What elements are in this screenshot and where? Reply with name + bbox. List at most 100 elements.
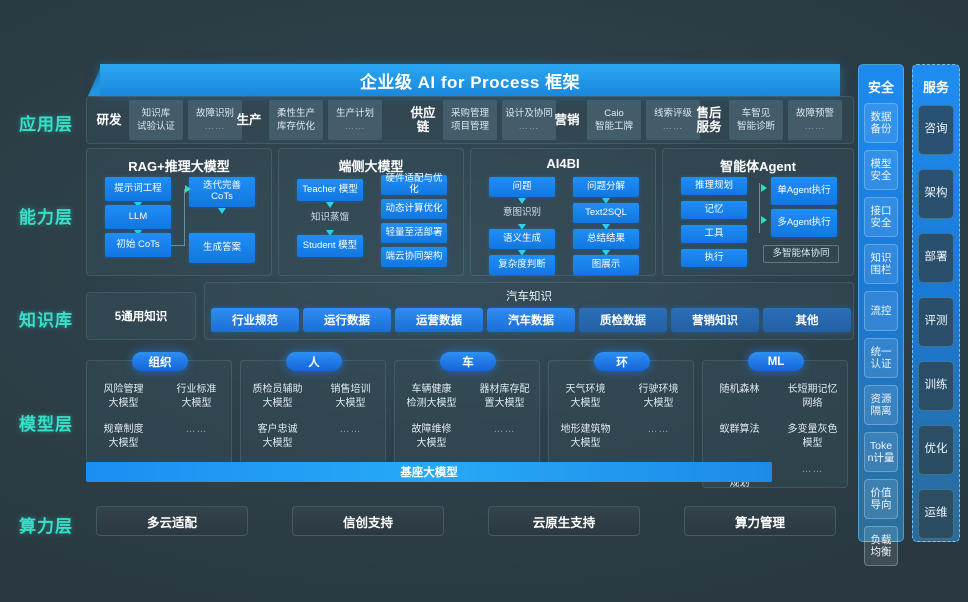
capability-chip-left-1-2[interactable]: Student 模型 bbox=[297, 235, 363, 257]
service-item-2[interactable]: 部署 bbox=[918, 233, 954, 283]
model-item-3-1[interactable]: 行驶环境 大模型 bbox=[638, 384, 679, 409]
capability-chip-right-1-0[interactable]: 硬件适配与优化 bbox=[381, 173, 447, 195]
service-item-4[interactable]: 训练 bbox=[918, 361, 954, 411]
model-group-environment[interactable]: 环天气环境 大模型 行驶环境 大模型地形建筑物 大模型 …… bbox=[548, 352, 694, 476]
knowledge-chip-6[interactable]: 其他 bbox=[763, 308, 851, 332]
capability-chip-left-0-1[interactable]: LLM bbox=[105, 205, 171, 229]
knowledge-chip-3[interactable]: 汽车数据 bbox=[487, 308, 575, 332]
service-item-0[interactable]: 咨询 bbox=[918, 105, 954, 155]
capability-chip-left-3-0[interactable]: 推理规划 bbox=[681, 177, 747, 195]
model-item-2-2[interactable]: 故障维修 大模型 bbox=[411, 424, 452, 449]
model-item-3-0[interactable]: 天气环境 大模型 bbox=[565, 384, 606, 409]
capability-chip-left-2-0[interactable]: 问题 bbox=[489, 177, 555, 197]
security-item-1[interactable]: 模型 安全 bbox=[864, 150, 898, 190]
model-pill-4[interactable]: ML bbox=[748, 352, 804, 371]
model-item-3-3[interactable]: …… bbox=[647, 424, 670, 435]
capability-chip-left-1-0[interactable]: Teacher 模型 bbox=[297, 179, 363, 201]
model-group-vehicle[interactable]: 车车辆健康 检测大模型 器材库存配 置大模型故障维修 大模型 …… bbox=[394, 352, 540, 476]
capability-box-rag[interactable]: RAG+推理大模型 提示词工程 LLM 初始 CoTs 迭代完善 CoTs 生成答案 bbox=[86, 148, 272, 276]
security-item-2[interactable]: 接口 安全 bbox=[864, 197, 898, 237]
security-item-9[interactable]: 负载 均衡 bbox=[864, 526, 898, 566]
security-item-0[interactable]: 数据 备份 bbox=[864, 103, 898, 143]
capability-box-agent[interactable]: 智能体Agent 推理规划 记忆 工具 执行 单Agent执行 多Agent执行 多智能体协同 bbox=[662, 148, 854, 276]
model-item-0-3[interactable]: …… bbox=[185, 424, 208, 435]
capability-box-ai4bi[interactable]: AI4BI 问题 意图识别 语义生成 复杂度判断 问题分解 Text2SQL 总结结果 图展示 bbox=[470, 148, 656, 276]
capability-chip-left-0-2[interactable]: 初始 CoTs bbox=[105, 233, 171, 257]
service-item-6[interactable]: 运维 bbox=[918, 489, 954, 539]
capability-chip-left-3-1[interactable]: 记忆 bbox=[681, 201, 747, 219]
model-item-1-3[interactable]: …… bbox=[339, 424, 362, 435]
model-pill-0[interactable]: 组织 bbox=[132, 352, 188, 371]
capability-chip-right-0-0[interactable]: 迭代完善 CoTs bbox=[189, 177, 255, 207]
model-item-4-3[interactable]: 多变量灰色 模型 bbox=[787, 424, 838, 449]
security-item-7[interactable]: Toke n计量 bbox=[864, 432, 898, 472]
capability-chip-right-1-3[interactable]: 端云协同架构 bbox=[381, 247, 447, 267]
security-item-4[interactable]: 流控 bbox=[864, 291, 898, 331]
model-item-4-1[interactable]: 长短期记忆 网络 bbox=[787, 384, 838, 409]
compute-button-1[interactable]: 信创支持 bbox=[292, 506, 444, 536]
application-cell-3-1[interactable]: 线索评级 …… bbox=[646, 100, 700, 140]
model-group-people[interactable]: 人质检员辅助 大模型 销售培训 大模型客户忠诚 大模型 …… bbox=[240, 352, 386, 476]
application-cell-4-1[interactable]: 故障预警 …… bbox=[788, 100, 842, 140]
capability-chip-left-2-3[interactable]: 复杂度判断 bbox=[489, 255, 555, 275]
compute-button-0[interactable]: 多云适配 bbox=[96, 506, 248, 536]
model-item-2-3[interactable]: …… bbox=[493, 424, 516, 435]
compute-button-2[interactable]: 云原生支持 bbox=[488, 506, 640, 536]
model-item-0-0[interactable]: 风险管理 大模型 bbox=[103, 384, 144, 409]
capability-chip-right-1-1[interactable]: 动态计算优化 bbox=[381, 199, 447, 219]
model-item-1-2[interactable]: 客户忠诚 大模型 bbox=[257, 424, 298, 449]
application-cell-1-0[interactable]: 柔性生产 库存优化 bbox=[269, 100, 323, 140]
compute-button-3[interactable]: 算力管理 bbox=[684, 506, 836, 536]
model-item-0-2[interactable]: 规章制度 大模型 bbox=[103, 424, 144, 449]
security-item-6[interactable]: 资源 隔离 bbox=[864, 385, 898, 425]
capability-chip-left-3-2[interactable]: 工具 bbox=[681, 225, 747, 243]
application-cell-3-0[interactable]: Caio 智能工牌 bbox=[587, 100, 641, 140]
application-cell-2-0[interactable]: 采购管理 项目管理 bbox=[443, 100, 497, 140]
capability-chip-left-2-2[interactable]: 语义生成 bbox=[489, 229, 555, 249]
capability-chip-right-2-3[interactable]: 图展示 bbox=[573, 255, 639, 275]
capability-chip-left-2-1[interactable]: 意图识别 bbox=[502, 206, 541, 218]
knowledge-chip-1[interactable]: 运行数据 bbox=[303, 308, 391, 332]
capability-chip-right-3-1[interactable]: 多Agent执行 bbox=[771, 209, 837, 237]
model-item-1-1[interactable]: 销售培训 大模型 bbox=[330, 384, 371, 409]
service-item-5[interactable]: 优化 bbox=[918, 425, 954, 475]
knowledge-chip-2[interactable]: 运营数据 bbox=[395, 308, 483, 332]
service-item-3[interactable]: 评测 bbox=[918, 297, 954, 347]
model-group-org[interactable]: 组织风险管理 大模型 行业标准 大模型规章制度 大模型 …… bbox=[86, 352, 232, 476]
capability-chip-right-3-0[interactable]: 单Agent执行 bbox=[771, 177, 837, 205]
knowledge-chip-5[interactable]: 营销知识 bbox=[671, 308, 759, 332]
capability-chip-right-2-1[interactable]: Text2SQL bbox=[573, 203, 639, 223]
application-cell-1-1[interactable]: 生产计划 …… bbox=[328, 100, 382, 140]
security-column[interactable]: 安全 数据 备份 模型 安全 接口 安全 知识 围栏 流控 统一 认证 资源 隔离 Toke n计量 价值 导向… bbox=[858, 64, 904, 566]
model-pill-2[interactable]: 车 bbox=[440, 352, 496, 371]
model-item-4-5[interactable]: …… bbox=[801, 464, 824, 475]
capability-chip-right-0-1[interactable]: 生成答案 bbox=[189, 233, 255, 263]
model-item-4-0[interactable]: 随机森林 bbox=[719, 384, 760, 395]
model-item-3-2[interactable]: 地形建筑物 大模型 bbox=[560, 424, 611, 449]
capability-box-edge[interactable]: 端侧大模型 Teacher 模型 知识蒸馏 Student 模型 硬件适配与优化 动态计算… bbox=[278, 148, 464, 276]
service-item-1[interactable]: 架构 bbox=[918, 169, 954, 219]
model-item-2-1[interactable]: 器材库存配 置大模型 bbox=[479, 384, 530, 409]
model-item-2-0[interactable]: 车辆健康 检测大模型 bbox=[406, 384, 457, 409]
security-item-3[interactable]: 知识 围栏 bbox=[864, 244, 898, 284]
model-item-4-2[interactable]: 蚁群算法 bbox=[719, 424, 760, 435]
application-cell-4-0[interactable]: 车智见 智能诊断 bbox=[729, 100, 783, 140]
knowledge-chip-4[interactable]: 质检数据 bbox=[579, 308, 667, 332]
capability-chip-right-2-2[interactable]: 总结结果 bbox=[573, 229, 639, 249]
application-cell-0-1[interactable]: 故障识别 …… bbox=[188, 100, 242, 140]
model-item-0-1[interactable]: 行业标准 大模型 bbox=[176, 384, 217, 409]
application-cell-0-0[interactable]: 知识库 试验认证 bbox=[129, 100, 183, 140]
model-item-1-0[interactable]: 质检员辅助 大模型 bbox=[252, 384, 303, 409]
security-item-8[interactable]: 价值 导向 bbox=[864, 479, 898, 519]
knowledge-general-box[interactable]: 5通用知识 bbox=[86, 292, 196, 340]
capability-chip-left-1-1[interactable]: 知识蒸馏 bbox=[310, 211, 349, 223]
capability-chip-right-2-0[interactable]: 问题分解 bbox=[573, 177, 639, 197]
model-pill-3[interactable]: 环 bbox=[594, 352, 650, 371]
knowledge-chip-0[interactable]: 行业规范 bbox=[211, 308, 299, 332]
capability-chip-left-3-3[interactable]: 执行 bbox=[681, 249, 747, 267]
application-cell-2-1[interactable]: 设计及协同 …… bbox=[502, 100, 556, 140]
model-pill-1[interactable]: 人 bbox=[286, 352, 342, 371]
service-column[interactable]: 服务 咨询 架构 部署 评测 训练 优化 运维 bbox=[912, 64, 960, 542]
capability-chip-right-1-2[interactable]: 轻量至活部署 bbox=[381, 223, 447, 243]
security-item-5[interactable]: 统一 认证 bbox=[864, 338, 898, 378]
